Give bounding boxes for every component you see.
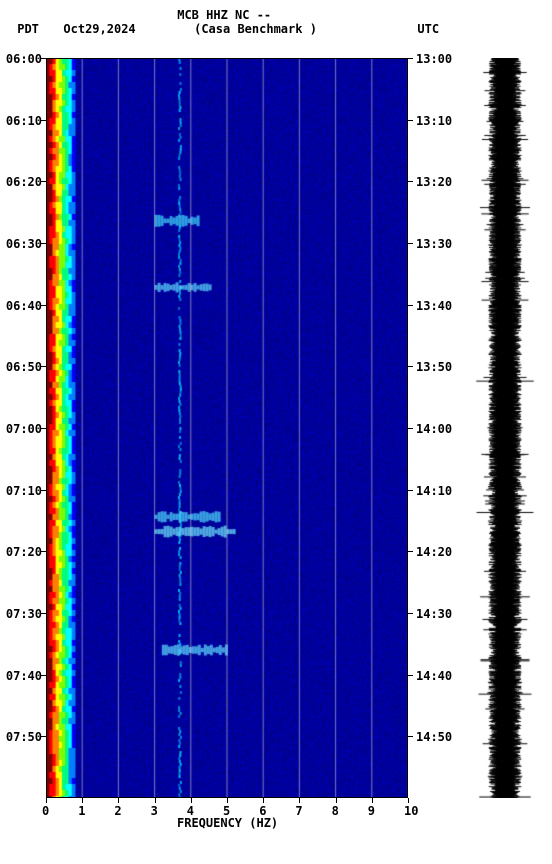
y-right-tick xyxy=(408,490,413,491)
y-right-tick xyxy=(408,305,413,306)
x-tick-label: 3 xyxy=(151,804,158,818)
y-left-tick-label: 07:10 xyxy=(2,484,42,498)
y-right-tick-label: 14:00 xyxy=(416,422,456,436)
header-line1: MCB HHZ NC -- xyxy=(0,8,552,22)
y-left-tick-label: 07:00 xyxy=(2,422,42,436)
x-tick xyxy=(191,798,192,803)
y-right-tick xyxy=(408,58,413,59)
x-tick-label: 9 xyxy=(368,804,375,818)
y-right-tick-label: 14:10 xyxy=(416,484,456,498)
y-right-tick xyxy=(408,366,413,367)
y-left-tick-label: 07:50 xyxy=(2,730,42,744)
y-left-tick-label: 07:40 xyxy=(2,669,42,683)
y-left-tick-label: 06:30 xyxy=(2,237,42,251)
left-tz-label: PDT xyxy=(17,22,39,36)
site-label: (Casa Benchmark ) xyxy=(194,22,317,36)
y-right-tick-label: 14:50 xyxy=(416,730,456,744)
y-left-tick-label: 07:20 xyxy=(2,545,42,559)
x-tick xyxy=(227,798,228,803)
y-right-tick-label: 14:40 xyxy=(416,669,456,683)
y-right-tick xyxy=(408,613,413,614)
y-left-tick-label: 06:10 xyxy=(2,114,42,128)
y-right-tick xyxy=(408,120,413,121)
x-tick-label: 2 xyxy=(114,804,121,818)
y-left-tick-label: 06:00 xyxy=(2,52,42,66)
y-right-tick xyxy=(408,428,413,429)
x-tick xyxy=(336,798,337,803)
x-tick xyxy=(46,798,47,803)
header-line2: PDT Oct29,2024 (Casa Benchmark ) UTC xyxy=(0,22,552,36)
right-tz-label: UTC xyxy=(417,22,439,36)
spectrogram-plot xyxy=(46,58,408,798)
x-tick-label: 0 xyxy=(42,804,49,818)
x-tick-label: 8 xyxy=(332,804,339,818)
y-right-tick-label: 14:20 xyxy=(416,545,456,559)
x-axis-title: FREQUENCY (HZ) xyxy=(177,816,278,830)
y-right-tick xyxy=(408,675,413,676)
y-right-tick xyxy=(408,181,413,182)
spectrogram-canvas xyxy=(46,58,408,798)
station-code: MCB HHZ NC -- xyxy=(177,8,271,22)
waveform-canvas xyxy=(470,58,540,798)
waveform-plot xyxy=(470,58,540,798)
y-right-tick-label: 13:20 xyxy=(416,175,456,189)
y-left-tick-label: 06:40 xyxy=(2,299,42,313)
x-tick xyxy=(118,798,119,803)
y-left-tick-label: 06:50 xyxy=(2,360,42,374)
header: MCB HHZ NC -- PDT Oct29,2024 (Casa Bench… xyxy=(0,8,552,36)
y-right-tick-label: 14:30 xyxy=(416,607,456,621)
y-right-tick xyxy=(408,736,413,737)
y-right-tick-label: 13:40 xyxy=(416,299,456,313)
x-tick-label: 1 xyxy=(78,804,85,818)
y-right-tick-label: 13:00 xyxy=(416,52,456,66)
x-tick xyxy=(155,798,156,803)
y-right-tick-label: 13:50 xyxy=(416,360,456,374)
y-right-tick-label: 13:10 xyxy=(416,114,456,128)
x-tick xyxy=(408,798,409,803)
y-right-tick xyxy=(408,551,413,552)
x-tick xyxy=(82,798,83,803)
y-left-tick-label: 07:30 xyxy=(2,607,42,621)
y-right-tick-label: 13:30 xyxy=(416,237,456,251)
y-left-tick-label: 06:20 xyxy=(2,175,42,189)
x-tick xyxy=(263,798,264,803)
x-tick-label: 10 xyxy=(404,804,418,818)
y-right-tick xyxy=(408,243,413,244)
x-tick xyxy=(372,798,373,803)
date-label: Oct29,2024 xyxy=(63,22,135,36)
x-tick-label: 7 xyxy=(295,804,302,818)
x-tick xyxy=(299,798,300,803)
